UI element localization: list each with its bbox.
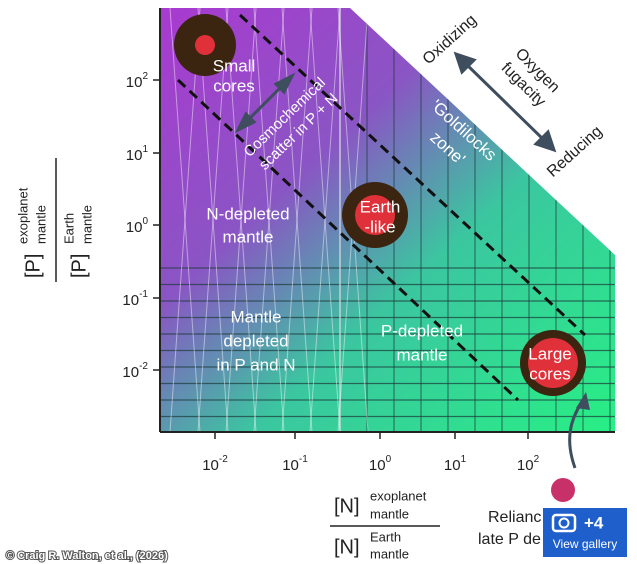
- curved-arrow: [568, 392, 590, 469]
- annotation: Reducing: [544, 123, 606, 181]
- y-axis-label: [P] exoplanet mantle [P] Earth mantle: [15, 158, 94, 282]
- planet-label: cores: [213, 76, 255, 95]
- grid-line: [253, 8, 285, 432]
- camera-lens: [558, 517, 570, 529]
- tick-base: 10: [122, 292, 139, 309]
- grid-line: [253, 8, 285, 432]
- grid-line: [197, 8, 229, 432]
- tick-exp: -1: [139, 289, 148, 300]
- note: late P de: [478, 531, 541, 548]
- planet-label: cores: [529, 364, 571, 383]
- tick-base: 10: [369, 457, 386, 474]
- region-label: in P and N: [216, 355, 295, 374]
- tick-exp: 1: [461, 454, 467, 465]
- planet-label: -like: [364, 217, 395, 236]
- planet-label: Earth: [360, 197, 401, 216]
- tick-base: 10: [126, 74, 143, 91]
- region-label: mantle: [222, 227, 273, 246]
- region-label: mantle: [396, 345, 447, 364]
- label: Earth: [370, 529, 401, 544]
- label: mantle: [370, 506, 409, 521]
- note: Relianc: [488, 509, 541, 526]
- tick-label: 10-1: [282, 454, 308, 474]
- label: exoplanet: [15, 187, 30, 244]
- label: mantle: [79, 205, 94, 244]
- label: [P]: [68, 254, 90, 278]
- tick-base: 10: [517, 457, 534, 474]
- tick-label: 101: [444, 454, 467, 474]
- grid-line: [169, 8, 201, 432]
- tick-exp: -1: [299, 454, 308, 465]
- tick-exp: 2: [534, 454, 540, 465]
- grid-line: [225, 8, 257, 432]
- planet: [520, 330, 586, 396]
- tick-exp: -2: [139, 361, 148, 372]
- x-axis-label: [N] exoplanet mantle [N] Earth mantle: [330, 488, 440, 561]
- tick-exp: 2: [142, 71, 148, 82]
- tick-base: 10: [126, 219, 143, 236]
- grid-line: [309, 8, 341, 432]
- gallery-button[interactable]: +4 View gallery: [543, 508, 627, 557]
- tick-label: 102: [517, 454, 540, 474]
- tick-label: 101: [126, 144, 149, 164]
- camera-icon: [551, 513, 577, 533]
- tick-label: 102: [126, 71, 149, 91]
- label: [N]: [334, 495, 360, 517]
- planet-label: Small: [213, 56, 256, 75]
- region-label: Mantle: [230, 307, 281, 326]
- tick-base: 10: [282, 457, 299, 474]
- dashed-boundary: [238, 13, 587, 337]
- grid-line: [225, 8, 257, 432]
- tick-exp: 1: [142, 144, 148, 155]
- tick-exp: 0: [386, 454, 392, 465]
- label: [N]: [334, 536, 360, 558]
- region-label: P-depleted: [381, 321, 463, 340]
- region-label: N-depleted: [206, 204, 289, 223]
- tick-label: 10-2: [122, 361, 148, 381]
- planet: [174, 14, 236, 76]
- gallery-label[interactable]: View gallery: [553, 537, 617, 551]
- tick-base: 10: [126, 147, 143, 164]
- fugacity: Oxygen fugacity: [498, 45, 563, 110]
- tick-label: 100: [369, 454, 392, 474]
- tick-label: 10-1: [122, 289, 148, 309]
- tick-base: 10: [202, 457, 219, 474]
- tick-label: 10-2: [202, 454, 228, 474]
- fugacity-arrow: [453, 51, 557, 153]
- grid-line: [197, 8, 229, 432]
- tick-exp: -2: [219, 454, 228, 465]
- gallery-count[interactable]: +4: [584, 513, 604, 532]
- tick-base: 10: [444, 457, 461, 474]
- scatter-arrow: [234, 72, 296, 134]
- dashed-boundary: [176, 78, 520, 402]
- grid-line: [281, 8, 313, 432]
- tick-exp: 0: [142, 216, 148, 227]
- tick-label: 100: [126, 216, 149, 236]
- dot: [551, 478, 575, 502]
- label: Earth: [61, 213, 76, 244]
- label: mantle: [370, 546, 409, 561]
- planet-label: Large: [528, 344, 571, 363]
- planet: [342, 182, 408, 248]
- region-label: depleted: [223, 331, 288, 350]
- label: mantle: [33, 205, 48, 244]
- grid-line: [309, 8, 341, 432]
- tick-base: 10: [122, 364, 139, 381]
- grid-line: [169, 8, 201, 432]
- label: exoplanet: [370, 488, 427, 503]
- label: [P]: [22, 254, 44, 278]
- credit: © Craig R. Walton, et al., (2026): [6, 550, 168, 562]
